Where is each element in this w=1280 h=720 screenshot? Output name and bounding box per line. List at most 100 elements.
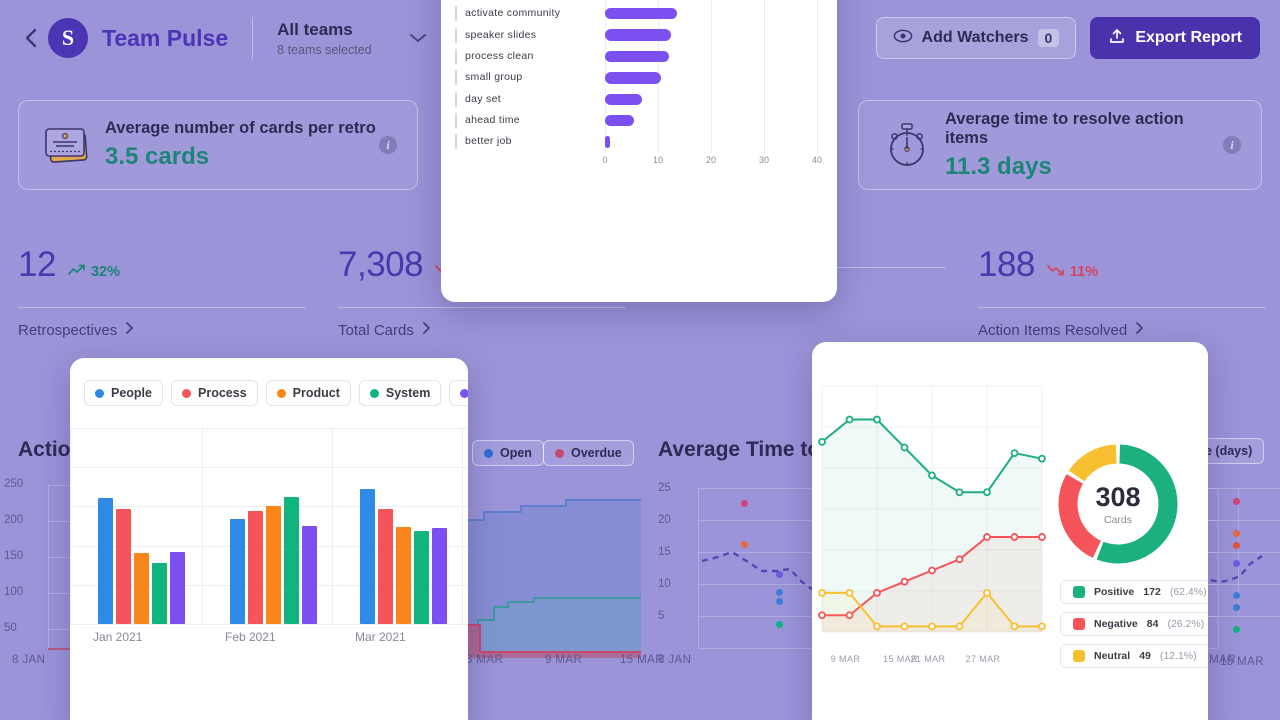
category-bars-xtick: Jan 2021 <box>93 630 143 644</box>
category-legend-chip[interactable]: People <box>84 380 163 406</box>
sentiment-legend-percent: (12.1%) <box>1159 650 1197 662</box>
sentiment-legend-item[interactable]: Positive 172 (62.4%) <box>1060 580 1208 604</box>
chevron-right-icon <box>422 321 431 339</box>
category-bar[interactable] <box>360 489 375 624</box>
category-bar[interactable] <box>134 552 149 624</box>
category-bar[interactable] <box>152 562 167 624</box>
sentiment-xtick: 15 MAR <box>883 654 918 664</box>
info-icon[interactable]: i <box>379 136 397 154</box>
legend-swatch <box>1073 618 1085 630</box>
kpi-link-action-items-resolved[interactable]: Action Items Resolved <box>978 321 1278 339</box>
bg-action-items-title: Action <box>18 438 84 461</box>
kpi-action-items-resolved[interactable]: 188 11% Action Items Resolved <box>978 245 1278 340</box>
bg-ai-ytick-0: 250 <box>4 478 24 490</box>
stat-card-value: 11.3 days <box>945 152 1052 180</box>
stat-card-title: Average time to resolve action items <box>945 109 1184 147</box>
bg-ai-ytick-4: 50 <box>4 622 17 634</box>
trend-down-icon <box>1047 264 1065 280</box>
panel-sentiment[interactable]: 9 MAR 15 MAR 21 MAR 27 MAR 308 Cards Positi… <box>812 342 1208 720</box>
kpi-link-retrospectives[interactable]: Retrospectives <box>18 321 318 339</box>
category-legend-chip[interactable]: Other <box>449 380 468 406</box>
header-divider <box>252 17 254 59</box>
category-bars-xtick: Feb 2021 <box>225 630 276 644</box>
legend-dot <box>369 388 379 398</box>
category-bar[interactable] <box>284 496 299 624</box>
stat-card-avg-resolve[interactable]: Average time to resolve action items 11.… <box>858 100 1262 190</box>
cards-stack-icon <box>39 123 95 167</box>
phrase-bar-track <box>605 24 821 45</box>
scatter-point <box>776 597 783 605</box>
category-bar[interactable] <box>230 518 245 624</box>
kpi-link-total-cards[interactable]: Total Cards <box>338 321 638 339</box>
category-bars-xtick: Mar 2021 <box>355 630 406 644</box>
category-legend-label: Process <box>198 386 247 400</box>
bg-ai-ytick-3: 100 <box>4 586 24 598</box>
phrase-chart-xtick: 30 <box>758 154 770 165</box>
kpi-retrospectives[interactable]: 12 32% Retrospectives <box>18 245 318 340</box>
sentiment-xtick: 27 MAR <box>965 654 1001 664</box>
panel-cards-by-category[interactable]: People Process Product System Other Jan 2021… <box>70 358 468 720</box>
team-selector-label: All teams <box>277 20 353 40</box>
category-bar[interactable] <box>98 497 113 624</box>
category-legend-chip[interactable]: System <box>358 380 442 406</box>
category-bar[interactable] <box>170 551 185 624</box>
phrase-bar-track <box>605 89 821 110</box>
category-bars-plot <box>70 428 468 625</box>
category-bar[interactable] <box>248 511 263 624</box>
bg-legend-overdue[interactable]: Overdue <box>543 440 634 466</box>
donut-total-label: Cards <box>1103 514 1132 526</box>
add-watchers-button[interactable]: Add Watchers 0 <box>875 17 1077 59</box>
phrase-bar <box>605 72 661 84</box>
phrase-bar-track <box>605 46 821 67</box>
bg-restime-title: Average Time to <box>658 438 821 461</box>
background-chart-right-slice: 15 MAR <box>1200 460 1280 690</box>
kpi-value: 7,308 <box>338 245 424 284</box>
bg-rt-ytick-4: 5 <box>658 610 665 622</box>
category-bar[interactable] <box>378 508 393 624</box>
export-report-button[interactable]: Export Report <box>1090 17 1260 59</box>
phrase-bar-rows: community betterwork outsideopening rema… <box>455 0 821 153</box>
kpi-link-label: Action Items Resolved <box>978 321 1128 339</box>
sentiment-legend-item[interactable]: Negative 84 (26.2%) <box>1060 612 1208 636</box>
bg-legend-open[interactable]: Open <box>472 440 544 466</box>
stat-card-avg-cards[interactable]: Average number of cards per retro 3.5 ca… <box>18 100 418 190</box>
sentiment-legend-label: Positive <box>1094 586 1135 598</box>
category-legend-chip[interactable]: Process <box>171 380 258 406</box>
phrase-bar-track <box>605 131 821 152</box>
phrase-chart-xtick: 40 <box>811 154 823 165</box>
sentiment-legend-item[interactable]: Neutral 49 (12.1%) <box>1060 644 1208 668</box>
stat-card-title: Average number of cards per retro <box>105 119 376 137</box>
phrase-chart-xtick: 20 <box>705 154 717 165</box>
category-bar[interactable] <box>302 526 317 624</box>
bg-ai-ytick-2: 150 <box>4 550 24 562</box>
category-bar[interactable] <box>432 528 447 624</box>
kpi-delta-value: 32% <box>90 264 120 280</box>
category-bar[interactable] <box>266 506 281 624</box>
chevron-left-icon[interactable] <box>20 27 42 49</box>
category-bar[interactable] <box>414 530 429 624</box>
kpi-total-cards[interactable]: 7,308 Total Cards <box>338 245 638 340</box>
category-legend-chip[interactable]: Product <box>265 380 351 406</box>
phrase-bar-label: activate community <box>455 6 605 22</box>
kpi-link-label: Retrospectives <box>18 321 118 339</box>
info-icon[interactable]: i <box>1223 136 1241 154</box>
team-selector[interactable]: All teams 8 teams selected <box>277 19 428 57</box>
phrase-bar-track <box>605 110 821 131</box>
chevron-right-icon <box>125 321 134 339</box>
category-bar[interactable] <box>116 508 131 624</box>
phrase-chart-xtick: 10 <box>652 154 664 165</box>
donut-segment-neutral <box>1068 444 1118 482</box>
category-legend: People Process Product System Other <box>70 358 468 406</box>
category-bar-group <box>230 496 317 624</box>
category-bar[interactable] <box>396 527 411 624</box>
kpi-value: 188 <box>978 245 1035 284</box>
bg-area-xtick-2: 15 MAR <box>620 654 664 666</box>
phrase-bar <box>605 50 669 63</box>
phrase-bar-label: day set <box>455 91 605 107</box>
watchers-count-badge: 0 <box>1037 29 1060 47</box>
phrase-bar <box>605 114 635 127</box>
panel-phrase-frequency[interactable]: community betterwork outsideopening rema… <box>441 0 837 302</box>
bg-ai-ytick-1: 200 <box>4 514 24 526</box>
chevron-down-icon[interactable] <box>408 28 428 48</box>
